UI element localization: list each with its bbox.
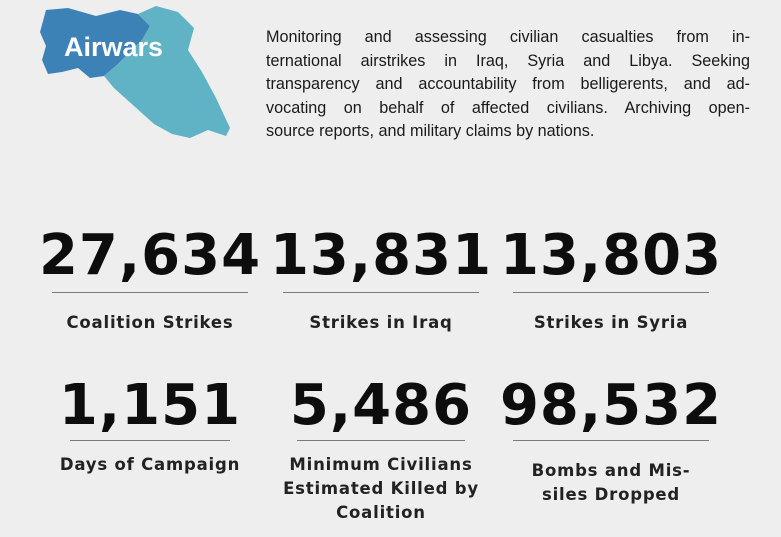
stat-days-of-campaign: 1,151 Days of Campaign [35,376,265,477]
stat-minimum-civilians-killed: 5,486 Minimum Civilians Estimated Killed… [266,376,496,525]
stat-coalition-strikes: 27,634 Coalition Strikes [35,226,265,335]
stat-value: 1,151 [58,373,242,438]
stat-divider [70,440,230,441]
iraq-map-shape [104,6,230,138]
stat-divider [297,440,465,441]
stat-label: Bombs and Mis- siles Dropped [496,459,726,507]
stat-label: Days of Campaign [35,453,265,477]
stat-strikes-syria: 13,803 Strikes in Syria [496,226,726,335]
stat-label-line: Minimum Civilians [289,455,473,474]
intro-line: vocating on behalf of affected civilians… [266,98,750,117]
intro-line: Monitoring and assessing civilian casual… [266,28,750,46]
stat-label-line: siles Dropped [541,485,681,504]
stat-divider [513,292,709,293]
stat-label-line: Days of Campaign [59,455,241,474]
stat-divider [283,292,479,293]
intro-line: source reports, and military claims by n… [266,122,595,140]
stat-label: Minimum Civilians Estimated Killed by Co… [266,453,496,525]
stat-label-line: Coalition [336,503,426,522]
stat-divider [52,292,248,293]
stat-label: Strikes in Iraq [266,311,496,335]
intro-line: ternational airstrikes in Iraq, Syria an… [266,51,750,70]
stat-value: 5,486 [289,373,473,438]
stat-value: 13,831 [269,223,493,288]
stat-value: 13,803 [499,223,723,288]
intro-paragraph: Monitoring and assessing civilian casual… [266,26,750,144]
map-icon: Airwars [40,6,230,138]
stat-label-line: Strikes in Syria [533,313,689,332]
stat-value: 98,532 [499,373,723,438]
stat-label-line: Estimated Killed by [283,479,479,498]
stat-label: Strikes in Syria [496,311,726,335]
stat-label-line: Bombs and Mis- [531,461,691,480]
syria-map-shape [40,8,150,78]
stat-bombs-and-missiles-dropped: 98,532 Bombs and Mis- siles Dropped [496,376,726,507]
logo-text: Airwars [64,32,163,62]
stat-strikes-iraq: 13,831 Strikes in Iraq [266,226,496,335]
stat-value: 27,634 [38,223,262,288]
airwars-logo[interactable]: Airwars [38,6,230,146]
stat-label: Coalition Strikes [35,311,265,335]
stat-divider [513,440,709,441]
stat-label-line: Strikes in Iraq [309,313,453,332]
stat-label-line: Coalition Strikes [66,313,234,332]
intro-line: transparency and accountability from bel… [266,75,750,93]
